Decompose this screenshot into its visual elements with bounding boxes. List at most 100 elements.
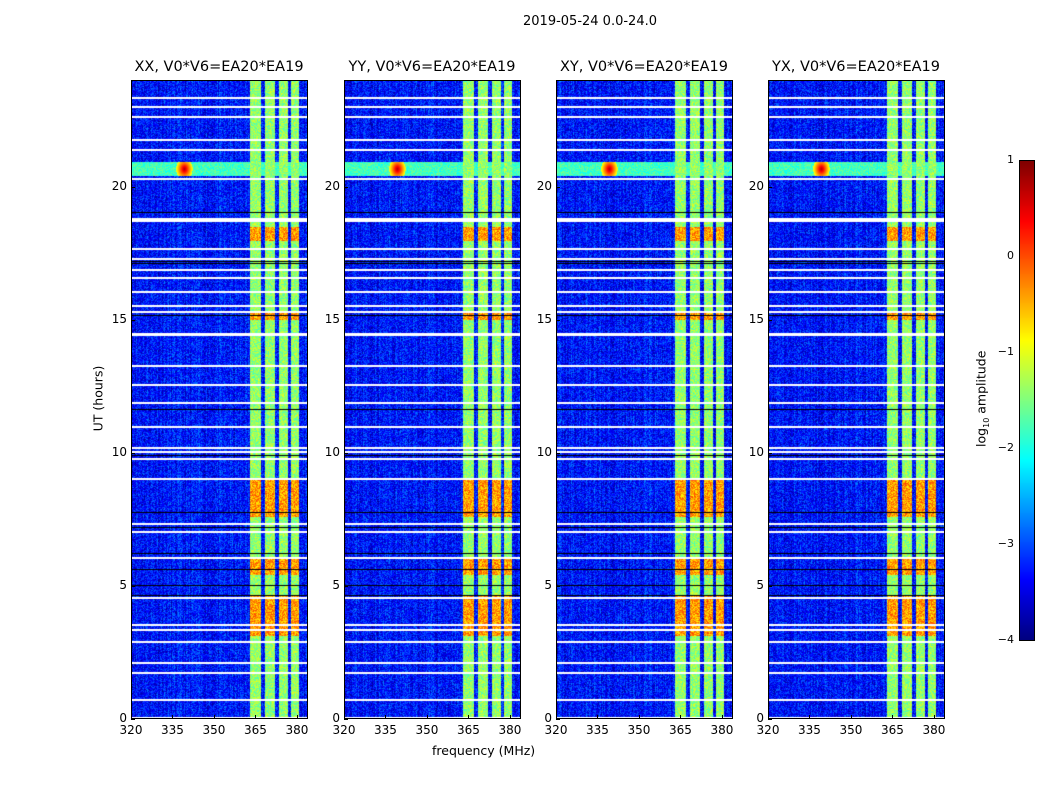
x-tick-label: 320 [756,723,780,737]
panel-title: XY, V0*V6=EA20*EA19 [559,59,728,75]
x-tick-mark [768,715,769,719]
x-tick-label: 380 [710,723,734,737]
y-tick-mark [768,585,772,587]
x-tick-label: 380 [285,723,309,737]
y-tick-mark [556,585,560,587]
colorbar [1019,160,1035,641]
spectrogram-heatmap [345,81,520,718]
colorbar-label: log10 amplitude [973,347,991,451]
x-tick-label: 365 [244,723,267,737]
y-tick-mark [131,585,135,587]
x-tick-label: 350 [839,723,863,737]
x-tick-mark [172,715,174,719]
y-tick-mark [344,452,348,454]
y-tick-label: 0 [119,711,127,725]
x-tick-label: 320 [332,723,356,737]
y-tick-mark [344,719,348,720]
x-tick-label: 350 [415,723,439,737]
x-tick-mark [509,715,511,719]
y-tick-label: 10 [111,444,127,459]
y-tick-label: 15 [111,311,127,326]
x-tick-mark [426,715,428,719]
x-tick-mark [638,715,640,719]
y-tick-mark [556,452,560,454]
x-tick-label: 320 [544,723,568,737]
y-tick-label: 20 [536,178,552,193]
x-tick-mark [255,715,257,719]
spectrogram-panel [556,80,733,719]
x-tick-mark [597,715,599,719]
y-tick-mark [768,719,772,720]
x-tick-mark [344,715,345,719]
y-tick-mark [131,719,135,720]
x-tick-mark [213,715,215,719]
x-tick-mark [933,715,935,719]
y-tick-mark [556,319,560,321]
x-tick-label: 335 [161,723,184,737]
x-tick-mark [680,715,682,719]
panel-title: YX, V0*V6=EA20*EA19 [771,59,940,75]
y-tick-mark [768,186,772,188]
y-tick-mark [131,186,135,188]
spectrogram-heatmap [132,81,307,718]
colorbar-label-log: log [973,427,989,447]
y-tick-label: 5 [119,577,127,592]
y-tick-mark [131,319,135,321]
x-tick-mark [296,715,298,719]
y-tick-label: 15 [324,311,340,326]
x-tick-label: 335 [798,723,821,737]
y-tick-label: 10 [536,444,552,459]
x-axis-label: frequency (MHz) [432,743,536,758]
x-tick-label: 380 [922,723,946,737]
colorbar-tick-label: −4 [997,633,1014,646]
y-tick-label: 20 [111,178,127,193]
x-tick-mark [892,715,894,719]
spectrogram-heatmap [769,81,944,718]
x-tick-mark [721,715,723,719]
colorbar-gradient [1020,161,1034,640]
colorbar-tick-label: −1 [997,345,1014,358]
colorbar-label-suffix: amplitude [973,350,989,418]
y-tick-mark [768,319,772,321]
panel-title: YY, V0*V6=EA20*EA19 [348,59,516,75]
x-tick-label: 365 [669,723,692,737]
spectrogram-panel [344,80,521,719]
y-tick-label: 10 [748,444,764,459]
x-tick-label: 350 [202,723,226,737]
x-tick-mark [131,715,132,719]
x-tick-label: 350 [627,723,651,737]
x-tick-mark [809,715,811,719]
y-tick-mark [556,186,560,188]
figure-title: 2019-05-24 0.0-24.0 [523,14,657,29]
spectrogram-heatmap [557,81,732,718]
x-tick-label: 365 [457,723,480,737]
y-tick-label: 5 [544,577,552,592]
x-tick-label: 335 [374,723,397,737]
x-tick-label: 320 [119,723,143,737]
x-tick-mark [385,715,387,719]
y-tick-label: 0 [544,711,552,725]
x-tick-mark [850,715,852,719]
x-tick-label: 380 [498,723,522,737]
spectrogram-panel [768,80,945,719]
y-tick-mark [768,452,772,454]
y-tick-mark [556,719,560,720]
colorbar-tick-label: 1 [1007,153,1014,166]
colorbar-label-sub: 10 [981,417,991,428]
y-tick-mark [344,319,348,321]
y-tick-label: 15 [748,311,764,326]
y-tick-mark [131,452,135,454]
y-tick-label: 5 [332,577,340,592]
colorbar-tick-label: −2 [997,441,1014,454]
y-tick-label: 5 [756,577,764,592]
y-tick-label: 20 [324,178,340,193]
colorbar-tick-label: −3 [997,537,1014,550]
x-tick-mark [556,715,557,719]
spectrogram-panel [131,80,308,719]
y-tick-mark [344,585,348,587]
x-tick-label: 365 [881,723,904,737]
x-tick-mark [468,715,470,719]
y-tick-label: 15 [536,311,552,326]
x-tick-label: 335 [586,723,609,737]
